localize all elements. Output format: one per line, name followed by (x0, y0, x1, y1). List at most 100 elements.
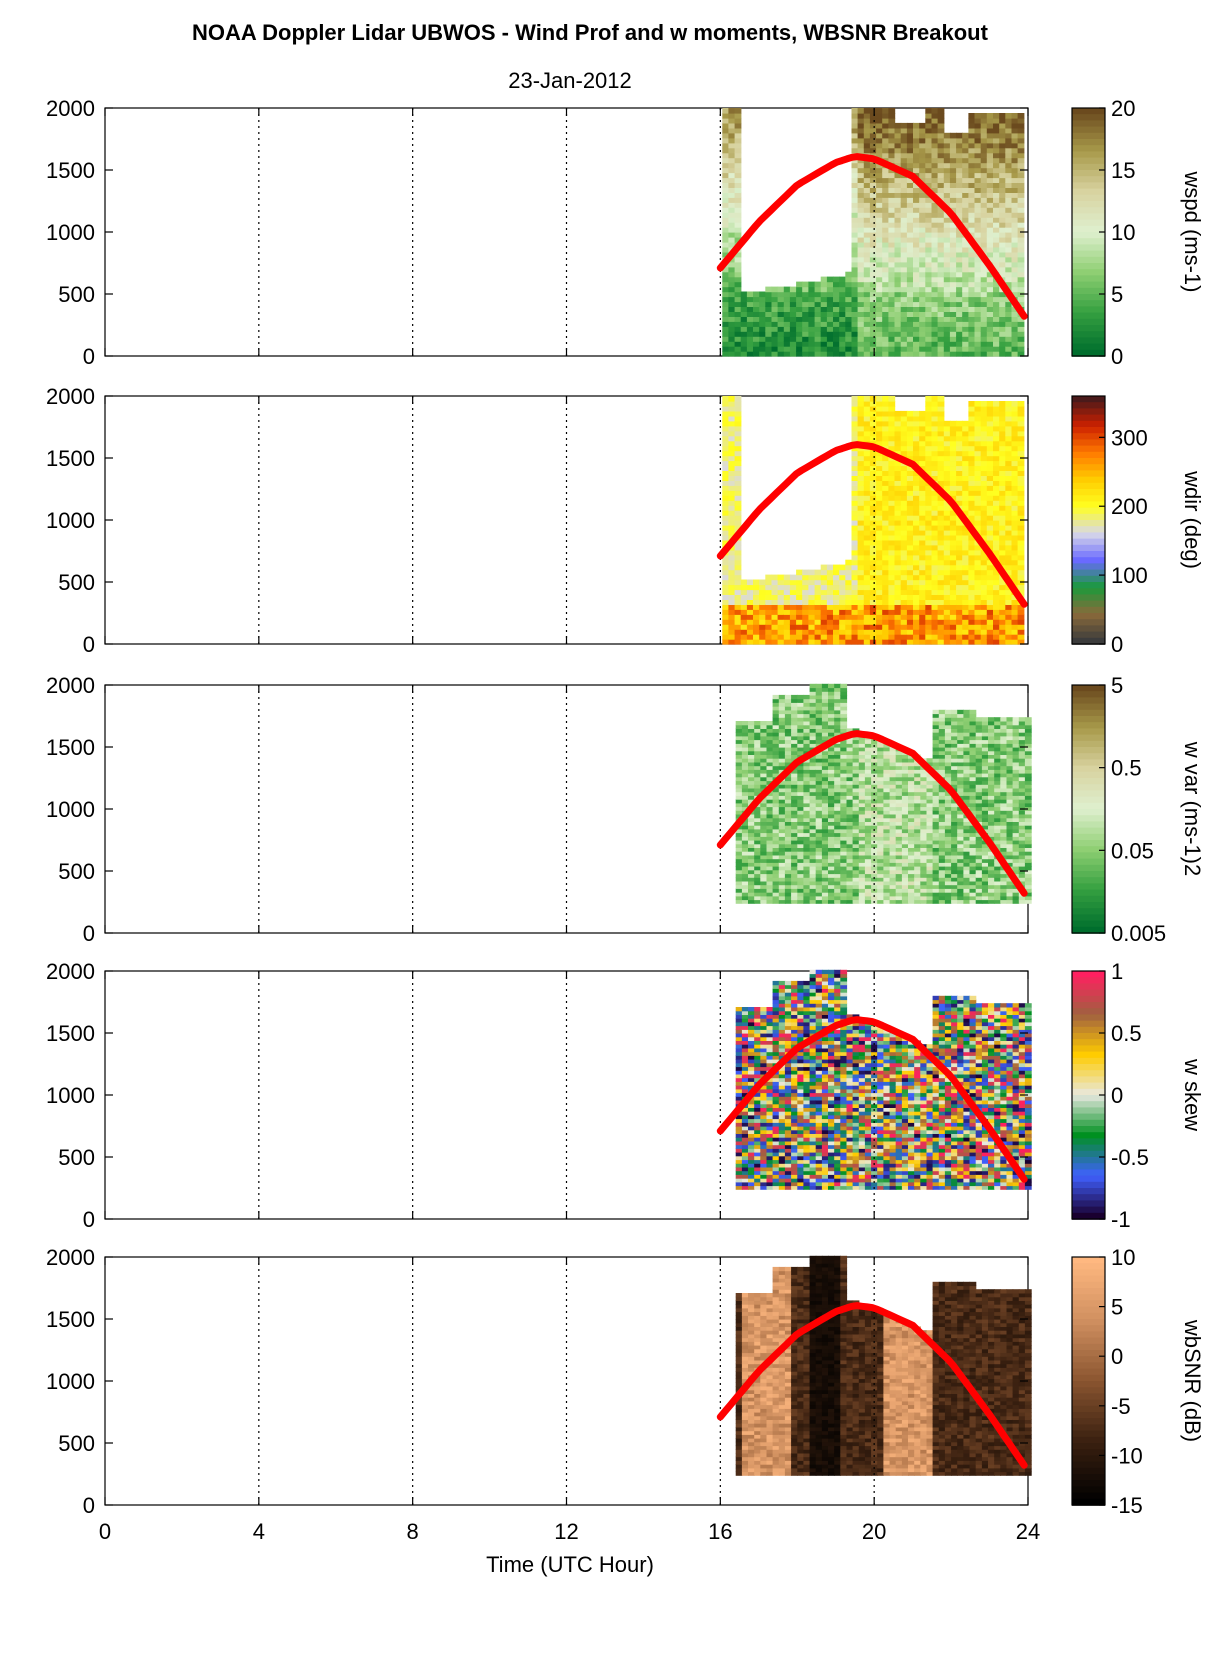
heatmap-cell (772, 761, 780, 767)
heatmap-cell (803, 825, 811, 830)
heatmap-cell (882, 401, 889, 407)
heatmap-cell (722, 157, 730, 164)
heatmap-cell (809, 873, 817, 878)
heatmap-cell (791, 724, 798, 729)
heatmap-cell (962, 574, 969, 581)
heatmap-cell (803, 694, 811, 700)
heatmap-cell (863, 127, 871, 134)
heatmap-cell (999, 291, 1006, 298)
heatmap-cell (760, 843, 768, 848)
heatmap-cell (882, 579, 889, 586)
heatmap-cell (993, 405, 1000, 412)
heatmap-cell (766, 761, 774, 767)
heatmap-cell (1005, 549, 1013, 556)
heatmap-cell (748, 758, 755, 763)
heatmap-cell (851, 450, 859, 457)
heatmap-cell (962, 197, 969, 203)
heatmap-cell (740, 326, 748, 332)
heatmap-cell (722, 470, 730, 476)
heatmap-cell (900, 410, 908, 417)
heatmap-cell (728, 113, 736, 119)
heatmap-cell (900, 505, 908, 511)
heatmap-cell (877, 747, 884, 752)
heatmap-cell (851, 579, 859, 586)
heatmap-cell (956, 351, 963, 357)
heatmap-cell (906, 142, 914, 149)
heatmap-cell (734, 212, 742, 218)
heatmap-cell (791, 843, 798, 848)
heatmap-cell (986, 420, 994, 427)
heatmap-cell (728, 465, 736, 471)
heatmap-cell (925, 346, 933, 352)
heatmap-cell (858, 832, 866, 837)
heatmap-cell (913, 500, 920, 506)
heatmap-cell (925, 470, 933, 476)
heatmap-cell (821, 787, 829, 793)
heatmap-cell (741, 739, 749, 744)
heatmap-cell (851, 162, 859, 169)
heatmap-cell (943, 634, 951, 640)
heatmap-cell (869, 217, 877, 223)
heatmap-cell (943, 187, 951, 193)
heatmap-cell (734, 217, 742, 223)
overlay-curve (716, 153, 1028, 320)
heatmap-cell (766, 739, 774, 744)
heatmap-cell (845, 311, 853, 317)
heatmap-cell (871, 814, 878, 819)
heatmap-cell (925, 331, 933, 337)
heatmap-cell (748, 787, 755, 793)
heatmap-cell (857, 396, 865, 402)
heatmap-cell (759, 584, 766, 591)
heatmap-cell (1017, 177, 1025, 183)
heatmap-cell (931, 425, 939, 432)
heatmap-cell (809, 795, 817, 800)
heatmap-cell (974, 465, 982, 471)
heatmap-cell (949, 485, 957, 491)
heatmap-cell (797, 832, 805, 837)
heatmap-cell (962, 296, 969, 303)
heatmap-cell (814, 589, 822, 595)
heatmap-cell (851, 569, 859, 576)
heatmap-cell (828, 765, 835, 770)
heatmap-cell (857, 525, 865, 531)
heatmap-cell (962, 147, 969, 154)
heatmap-cell (999, 549, 1006, 556)
heatmap-cell (1011, 306, 1019, 312)
heatmap-cell (1017, 326, 1025, 332)
heatmap-cell (802, 619, 809, 625)
heatmap-cell (871, 895, 878, 901)
heatmap-cell (999, 539, 1006, 546)
heatmap-cell (802, 634, 809, 640)
heatmap-cell (734, 634, 742, 640)
heatmap-cell (913, 539, 920, 546)
heatmap-cell (851, 197, 859, 203)
heatmap-cell (1011, 515, 1019, 521)
heatmap-cell (851, 396, 859, 402)
heatmap-cell (900, 559, 908, 566)
heatmap-cell (1011, 554, 1019, 561)
heatmap-cell (765, 639, 773, 645)
heatmap-cell (968, 341, 976, 347)
heatmap-cell (925, 251, 933, 258)
heatmap-cell (851, 311, 859, 317)
heatmap-cell (778, 735, 786, 741)
heatmap-cell (931, 634, 939, 640)
heatmap-cell (894, 544, 902, 551)
heatmap-cell (809, 743, 817, 748)
heatmap-cell (913, 316, 920, 322)
heatmap-cell (857, 232, 865, 238)
heatmap-cell (821, 769, 829, 774)
heatmap-cell (1017, 410, 1025, 417)
heatmap-cell (968, 510, 976, 516)
heatmap-cell (986, 480, 994, 486)
heatmap-cell (869, 331, 877, 337)
heatmap-cell (754, 769, 761, 774)
heatmap-cell (1017, 232, 1025, 238)
heatmap-cell (876, 480, 883, 486)
heatmap-cell (937, 460, 945, 467)
heatmap-cell (956, 291, 963, 298)
heatmap-cell (906, 539, 914, 546)
heatmap-cell (754, 821, 761, 826)
heatmap-cell (828, 858, 835, 863)
heatmap-cell (722, 147, 730, 154)
